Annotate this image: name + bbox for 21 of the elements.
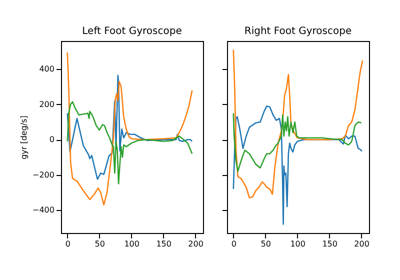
x-tick-label: 0 [65,240,70,248]
y-tick-label: −400 [32,206,54,215]
x-tick-label: 0 [231,240,236,248]
line-series [66,52,193,206]
x-tick-label: 50 [94,240,105,248]
chart-title: Left Foot Gyroscope [82,26,182,37]
x-tick-label: 50 [260,240,271,248]
y-axis-title: gyr [deg/s] [20,116,29,160]
y-tick-label: 200 [39,100,54,109]
line-series [66,101,193,184]
y-tick-label: −200 [32,170,54,180]
x-tick-label: 100 [124,240,140,248]
x-tick-label: 150 [322,240,338,248]
x-tick-label: 200 [188,240,204,248]
y-tick-label: 0 [49,135,54,144]
x-tick-label: 150 [156,240,172,248]
x-tick-label: 100 [290,240,306,248]
line-series [66,74,193,180]
y-tick-label: 400 [39,64,54,74]
chart-title: Right Foot Gyroscope [244,26,352,37]
x-tick-label: 200 [354,240,370,248]
